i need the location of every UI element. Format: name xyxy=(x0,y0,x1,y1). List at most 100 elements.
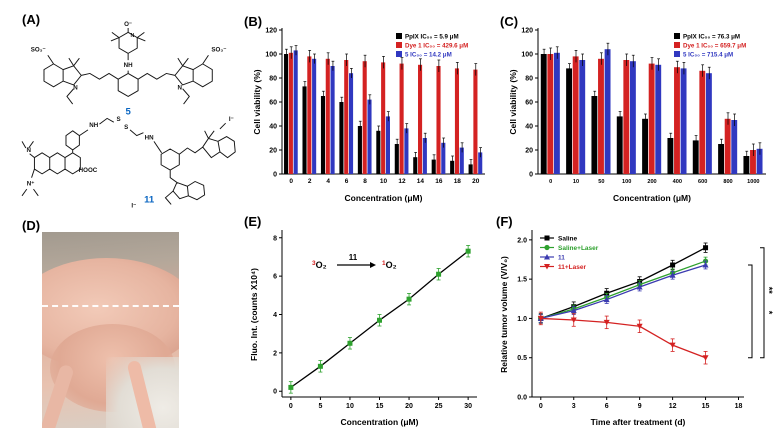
svg-text:Dye 1 IC₅₀ = 429.6 μM: Dye 1 IC₅₀ = 429.6 μM xyxy=(405,43,468,50)
svg-text:80: 80 xyxy=(269,76,277,83)
svg-text:0: 0 xyxy=(289,403,293,410)
n-xanthene-label: N xyxy=(26,147,31,154)
svg-text:100: 100 xyxy=(265,52,277,59)
s1-label: S xyxy=(117,116,121,123)
hooc-label: HOOC xyxy=(79,167,98,174)
panel-b: (B) 0 20 40 60 80 100 120 0 2 4 6 8 10 12 14 16 18 20 Conc… xyxy=(238,8,490,208)
svg-text:30: 30 xyxy=(464,403,472,410)
svg-text:1O₂: 1O₂ xyxy=(382,260,397,270)
svg-text:0: 0 xyxy=(273,389,277,396)
svg-text:120: 120 xyxy=(521,28,533,35)
svg-text:200: 200 xyxy=(647,179,656,185)
svg-text:Concentration (μM): Concentration (μM) xyxy=(341,417,419,427)
svg-text:2.0: 2.0 xyxy=(517,237,527,244)
chart-c-cell-viability: 0 20 40 60 80 100 120 0 10 50 100 200 400 600 800 1000 C… xyxy=(508,28,766,203)
svg-text:80: 80 xyxy=(525,76,533,83)
o-minus-label: O⁻ xyxy=(124,21,132,28)
svg-text:11+Laser: 11+Laser xyxy=(558,264,586,271)
svg-text:4: 4 xyxy=(326,178,330,185)
svg-text:0: 0 xyxy=(549,179,552,185)
svg-text:Cell viability (%): Cell viability (%) xyxy=(252,69,262,134)
svg-text:*: * xyxy=(764,311,774,315)
chart-f-tumor-volume: 0 3 6 9 12 15 18 0.0 0.5 1.0 1.5 2.0 Time after trea… xyxy=(499,230,774,427)
svg-text:6: 6 xyxy=(273,274,277,281)
svg-text:PpIX IC₅₀ = 5.9 μM: PpIX IC₅₀ = 5.9 μM xyxy=(405,34,459,41)
panel-f-label: (F) xyxy=(496,214,513,229)
panel-f: (F) 0 3 6 9 12 15 18 0.0 0.5 1.0 1.5 2.0 Time after … xyxy=(490,210,776,430)
svg-text:11: 11 xyxy=(349,253,358,262)
svg-text:1.0: 1.0 xyxy=(517,316,527,323)
svg-text:8: 8 xyxy=(273,235,277,242)
svg-text:15: 15 xyxy=(702,403,710,410)
svg-text:0.5: 0.5 xyxy=(517,355,527,362)
chart-e-fluorescence: 0 5 10 15 20 25 30 0 2 4 6 8 Concentration (μM) Fluo.… xyxy=(249,230,477,427)
svg-text:60: 60 xyxy=(525,100,533,107)
svg-text:40: 40 xyxy=(269,124,277,131)
svg-text:Relative tumor volume (V/V₀): Relative tumor volume (V/V₀) xyxy=(499,256,509,373)
svg-text:Concentration (μM): Concentration (μM) xyxy=(345,193,423,203)
svg-text:1.5: 1.5 xyxy=(517,277,527,284)
svg-text:100: 100 xyxy=(622,179,631,185)
so3-left-label: SO₃⁻ xyxy=(31,46,46,53)
svg-text:120: 120 xyxy=(265,28,277,35)
svg-text:4: 4 xyxy=(273,312,277,319)
svg-text:5 IC₅₀ = 715.4 μM: 5 IC₅₀ = 715.4 μM xyxy=(683,52,733,59)
svg-text:10: 10 xyxy=(346,403,354,410)
svg-text:PpIX IC₅₀ = 76.3 μM: PpIX IC₅₀ = 76.3 μM xyxy=(683,34,740,41)
svg-text:Saline: Saline xyxy=(558,236,578,243)
panel-a: (A) O⁻ N NH SO₃⁻ SO₃⁻ N N 5 N N⁺ HOOC NH… xyxy=(10,6,250,216)
svg-text:40: 40 xyxy=(525,124,533,131)
panel-e: (E) 0 5 10 15 20 25 30 0 2 4 6 8 Concentration (μM) F… xyxy=(238,210,490,430)
n-right-label: N xyxy=(178,85,183,92)
svg-text:50: 50 xyxy=(598,179,604,185)
svg-text:16: 16 xyxy=(435,178,443,185)
nh-label: NH xyxy=(124,62,133,69)
svg-text:12: 12 xyxy=(398,178,406,185)
svg-text:8: 8 xyxy=(363,178,367,185)
panel-a-label: (A) xyxy=(22,12,41,27)
svg-text:9: 9 xyxy=(638,403,642,410)
hn-label: HN xyxy=(145,134,154,141)
dashed-line xyxy=(42,304,179,307)
svg-text:11: 11 xyxy=(558,255,565,262)
panel-b-label: (B) xyxy=(244,14,263,29)
svg-text:18: 18 xyxy=(454,178,462,185)
svg-text:3O₂: 3O₂ xyxy=(312,260,327,270)
compound-5-bonds xyxy=(43,28,213,105)
svg-text:Dye 1 IC₅₀ = 659.7 μM: Dye 1 IC₅₀ = 659.7 μM xyxy=(683,43,746,50)
svg-text:20: 20 xyxy=(472,178,480,185)
svg-text:0: 0 xyxy=(289,178,293,185)
svg-text:**: ** xyxy=(764,287,774,295)
svg-text:14: 14 xyxy=(417,178,425,185)
svg-text:Saline+Laser: Saline+Laser xyxy=(558,245,599,252)
panel-c-label: (C) xyxy=(500,14,519,29)
svg-text:6: 6 xyxy=(345,178,349,185)
panel-d-label: (D) xyxy=(22,218,41,233)
panel-e-label: (E) xyxy=(244,214,262,229)
svg-text:0: 0 xyxy=(273,172,277,179)
so3-right-label: SO₃⁻ xyxy=(211,46,226,53)
svg-text:Concentration (μM): Concentration (μM) xyxy=(613,193,691,203)
chemical-structures: O⁻ N NH SO₃⁻ SO₃⁻ N N 5 N N⁺ HOOC NH S S… xyxy=(21,21,236,209)
svg-text:1000: 1000 xyxy=(747,179,759,185)
svg-text:3: 3 xyxy=(572,403,576,410)
svg-text:100: 100 xyxy=(521,52,533,59)
svg-text:400: 400 xyxy=(673,179,682,185)
svg-text:20: 20 xyxy=(269,148,277,155)
svg-text:0: 0 xyxy=(529,172,533,179)
n-top-label: N xyxy=(131,33,135,39)
svg-text:Time after treatment (d): Time after treatment (d) xyxy=(591,417,686,427)
panel-d: (D) xyxy=(10,216,250,430)
svg-text:15: 15 xyxy=(376,403,384,410)
svg-text:10: 10 xyxy=(573,179,579,185)
svg-text:20: 20 xyxy=(405,403,413,410)
svg-text:Cell viability (%): Cell viability (%) xyxy=(508,69,518,134)
svg-text:20: 20 xyxy=(525,148,533,155)
panel-c: (C) 0 20 40 60 80 100 120 0 10 50 100 200 400 600 800 1… xyxy=(492,8,775,208)
compound-11-number: 11 xyxy=(144,195,155,206)
svg-text:2: 2 xyxy=(273,350,277,357)
iodide-bottom-label: I⁻ xyxy=(131,202,136,209)
svg-text:Fluo. Int. (counts X10⁴): Fluo. Int. (counts X10⁴) xyxy=(249,268,259,361)
compound-11-bonds xyxy=(21,117,236,205)
